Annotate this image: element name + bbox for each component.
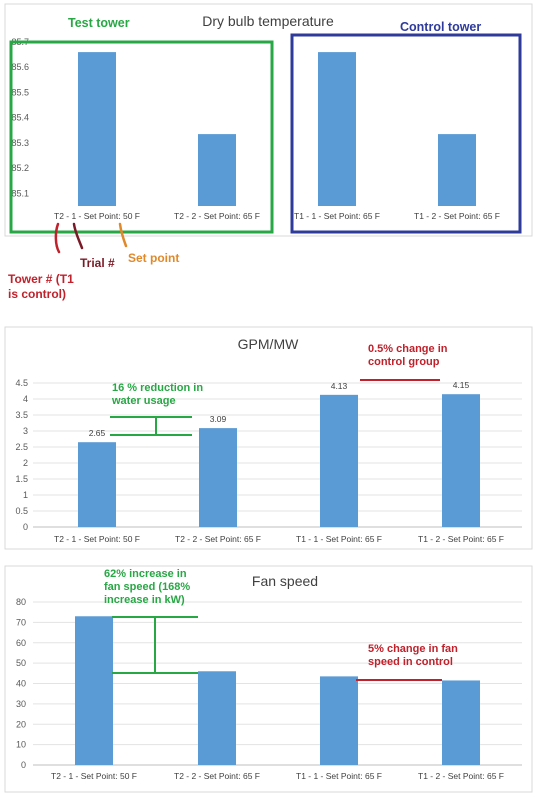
gpm-mw-y-tick-label: 4.5 — [15, 378, 28, 388]
dry-bulb-chart-title: Dry bulb temperature — [202, 13, 334, 29]
setpoint-callout-stroke — [118, 222, 128, 248]
dry-bulb-category-label: T2 - 2 - Set Point: 65 F — [174, 211, 260, 221]
dry-bulb-chart: Dry bulb temperature T2 - 1 - Set Point:… — [4, 3, 533, 301]
annotation-line: increase in kW) — [104, 594, 185, 606]
gpm-mw-data-label: 4.15 — [453, 380, 470, 390]
water-reduction-annotation: 16 % reduction in water usage — [111, 382, 203, 407]
annotation-line: fan speed (168% — [104, 581, 190, 593]
gpm-mw-bar — [442, 394, 480, 527]
annotation-line: is control) — [8, 287, 66, 301]
annotation-line: water usage — [111, 395, 176, 407]
gpm-mw-y-tick-label: 3.5 — [15, 410, 28, 420]
dry-bulb-y-tick-label: 85.4 — [11, 113, 29, 123]
control-change-annotation: 0.5% change in control group — [368, 343, 448, 368]
gpm-mw-y-tick-label: 1 — [23, 490, 28, 500]
dry-bulb-y-tick-label: 85.3 — [11, 138, 29, 148]
annotation-line: 0.5% change in — [368, 343, 448, 355]
fan-speed-category-label: T1 - 2 - Set Point: 65 F — [418, 771, 504, 781]
fan-speed-category-label: T1 - 1 - Set Point: 65 F — [296, 771, 382, 781]
gpm-mw-chart-title: GPM/MW — [238, 336, 299, 352]
control-tower-box — [290, 33, 522, 234]
gpm-mw-bar — [78, 442, 116, 527]
fan-speed-y-tick-label: 70 — [16, 617, 26, 627]
fan-speed-bars — [75, 616, 480, 765]
gpm-mw-y-tick-label: 3 — [23, 426, 28, 436]
dry-bulb-category-label: T2 - 1 - Set Point: 50 F — [54, 211, 140, 221]
dry-bulb-bar — [198, 134, 236, 206]
fan-speed-bar — [320, 676, 358, 765]
fan-speed-gridlines — [33, 601, 522, 766]
gpm-mw-bar — [320, 394, 358, 527]
fan-speed-y-tick-label: 50 — [16, 658, 26, 668]
gpm-mw-data-label: 4.13 — [331, 381, 348, 391]
trial-callout-stroke — [72, 222, 84, 250]
gpm-mw-bars — [78, 394, 480, 527]
gpm-mw-category-labels: T2 - 1 - Set Point: 50 F T2 - 2 - Set Poi… — [54, 534, 504, 544]
fan-speed-y-tick-label: 0 — [21, 760, 26, 770]
dry-bulb-bars — [78, 52, 476, 206]
test-tower-box — [9, 40, 274, 234]
dry-bulb-bar — [438, 134, 476, 206]
fan-increase-annotation: 62% increase in fan speed (168% increase i… — [104, 568, 190, 606]
gpm-mw-y-tick-label: 4 — [23, 394, 28, 404]
dry-bulb-category-label: T1 - 1 - Set Point: 65 F — [294, 211, 380, 221]
fan-speed-category-label: T2 - 2 - Set Point: 65 F — [174, 771, 260, 781]
dry-bulb-bar — [78, 52, 116, 206]
setpoint-callout: Set point — [128, 251, 179, 265]
fan-speed-bar — [75, 616, 113, 765]
annotation-line: 5% change in fan — [368, 643, 458, 655]
gpm-mw-y-tick-label: 2.5 — [15, 442, 28, 452]
fan-speed-y-tick-label: 60 — [16, 638, 26, 648]
annotation-line: 16 % reduction in — [112, 382, 203, 394]
dry-bulb-y-tick-label: 85.2 — [11, 163, 29, 173]
gpm-mw-data-labels: 2.65 3.09 4.13 4.15 — [89, 380, 470, 438]
gpm-mw-category-label: T1 - 2 - Set Point: 65 F — [418, 534, 504, 544]
dry-bulb-bar — [318, 52, 356, 206]
annotation-line: speed in control — [368, 656, 453, 668]
gpm-mw-data-label: 2.65 — [89, 428, 106, 438]
annotation-line: control group — [368, 356, 440, 368]
gpm-mw-category-label: T2 - 1 - Set Point: 50 F — [54, 534, 140, 544]
fan-speed-category-label: T2 - 1 - Set Point: 50 F — [51, 771, 137, 781]
fan-speed-y-tick-label: 20 — [16, 719, 26, 729]
gpm-mw-y-ticks: 0 0.5 1 1.5 2 2.5 3 3.5 4 4.5 — [15, 378, 28, 532]
fan-speed-y-tick-label: 10 — [16, 740, 26, 750]
tower-callout: Tower # (T1 is control) — [8, 272, 74, 301]
gpm-mw-category-label: T2 - 2 - Set Point: 65 F — [175, 534, 261, 544]
test-tower-label: Test tower — [68, 16, 130, 30]
dry-bulb-y-tick-label: 85.6 — [11, 62, 29, 72]
gpm-mw-bar — [199, 428, 237, 527]
gpm-mw-y-tick-label: 0.5 — [15, 506, 28, 516]
fan-control-annotation: 5% change in fan speed in control — [368, 643, 458, 668]
fan-speed-y-ticks: 0 10 20 30 40 50 60 70 80 — [16, 597, 26, 770]
trial-callout: Trial # — [80, 256, 115, 270]
gpm-mw-data-label: 3.09 — [210, 414, 227, 424]
gpm-mw-chart: GPM/MW 2.65 3.09 4.13 4.15 T2 - 1 - Set Poi… — [4, 326, 533, 550]
annotation-line: Tower # (T1 — [8, 272, 74, 286]
fan-speed-y-tick-label: 30 — [16, 699, 26, 709]
dry-bulb-category-labels: T2 - 1 - Set Point: 50 F T2 - 2 - Set Poi… — [54, 211, 500, 221]
control-tower-label: Control tower — [400, 20, 481, 34]
fan-speed-bar — [198, 671, 236, 765]
dry-bulb-y-tick-label: 85.1 — [11, 188, 29, 198]
annotation-line: 62% increase in — [104, 568, 187, 580]
gpm-mw-category-label: T1 - 1 - Set Point: 65 F — [296, 534, 382, 544]
dry-bulb-y-tick-label: 85.5 — [11, 87, 29, 97]
fan-speed-bar — [442, 680, 480, 765]
gpm-mw-y-tick-label: 1.5 — [15, 474, 28, 484]
tower-callout-stroke — [54, 222, 61, 254]
fan-speed-chart: Fan speed T2 - 1 - Set Point: 50 F T2 - 2… — [4, 565, 533, 793]
fan-speed-chart-title: Fan speed — [252, 573, 318, 589]
fan-speed-category-labels: T2 - 1 - Set Point: 50 F T2 - 2 - Set Poi… — [51, 771, 504, 781]
gpm-mw-y-tick-label: 0 — [23, 522, 28, 532]
dry-bulb-category-label: T1 - 2 - Set Point: 65 F — [414, 211, 500, 221]
fan-speed-y-tick-label: 40 — [16, 679, 26, 689]
gpm-mw-y-tick-label: 2 — [23, 458, 28, 468]
fan-speed-y-tick-label: 80 — [16, 597, 26, 607]
